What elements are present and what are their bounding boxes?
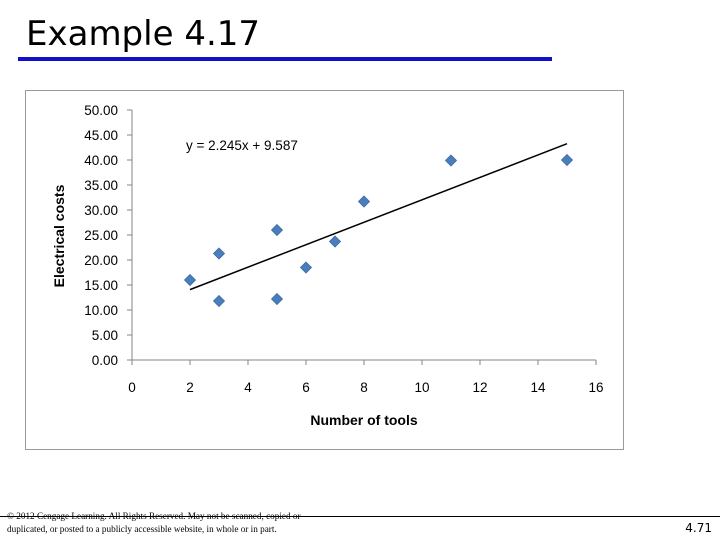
x-tick-label: 12 xyxy=(472,380,487,395)
y-axis-title: Electrical costs xyxy=(51,184,67,287)
data-point xyxy=(183,273,197,287)
x-tick-label: 8 xyxy=(360,380,368,395)
data-point xyxy=(270,223,284,237)
trendline-equation: y = 2.245x + 9.587 xyxy=(186,138,298,153)
y-tick-label: 0.00 xyxy=(92,353,118,368)
data-point xyxy=(270,292,284,306)
trendline-layer xyxy=(189,142,568,291)
page-number: 4.71 xyxy=(685,521,712,535)
slide-title: Example 4.17 xyxy=(26,14,261,54)
data-point xyxy=(560,153,574,167)
trendline xyxy=(189,142,568,291)
y-tick-label: 30.00 xyxy=(84,203,118,218)
scatter-chart: 0.005.0010.0015.0020.0025.0030.0035.0040… xyxy=(51,103,604,428)
x-tick-label: 6 xyxy=(302,380,310,395)
x-axis-title: Number of tools xyxy=(310,412,418,428)
data-point xyxy=(212,247,226,260)
x-tick-label: 16 xyxy=(588,380,603,395)
data-point xyxy=(212,294,226,308)
y-tick-label: 45.00 xyxy=(84,128,118,143)
x-tick-label: 10 xyxy=(414,380,429,395)
data-point xyxy=(444,154,458,167)
data-point xyxy=(299,261,313,274)
points-layer xyxy=(183,153,574,308)
y-tick-label: 15.00 xyxy=(84,278,118,293)
title-underline xyxy=(18,57,552,61)
y-tick-label: 40.00 xyxy=(84,153,118,168)
data-point xyxy=(328,235,342,248)
y-tick-label: 35.00 xyxy=(84,178,118,193)
x-tick-label: 14 xyxy=(530,380,546,395)
y-tick-label: 20.00 xyxy=(84,253,118,268)
x-tick-label: 2 xyxy=(186,380,194,395)
x-tick-label: 0 xyxy=(128,380,136,395)
copyright-notice: © 2012 Cengage Learning. All Rights Rese… xyxy=(7,511,301,534)
y-tick-label: 5.00 xyxy=(92,328,118,343)
chart-container: 0.00 5.00 10.00 15.00 20.00 25.00 30.00 35.00 40… xyxy=(25,90,624,450)
data-point xyxy=(357,195,371,208)
axes-layer: 0.005.0010.0015.0020.0025.0030.0035.0040… xyxy=(84,103,603,395)
y-tick-label: 10.00 xyxy=(84,303,118,318)
footer-divider xyxy=(0,516,720,517)
x-tick-label: 4 xyxy=(244,380,252,395)
y-tick-label: 25.00 xyxy=(84,228,118,243)
y-tick-label: 50.00 xyxy=(84,103,118,118)
